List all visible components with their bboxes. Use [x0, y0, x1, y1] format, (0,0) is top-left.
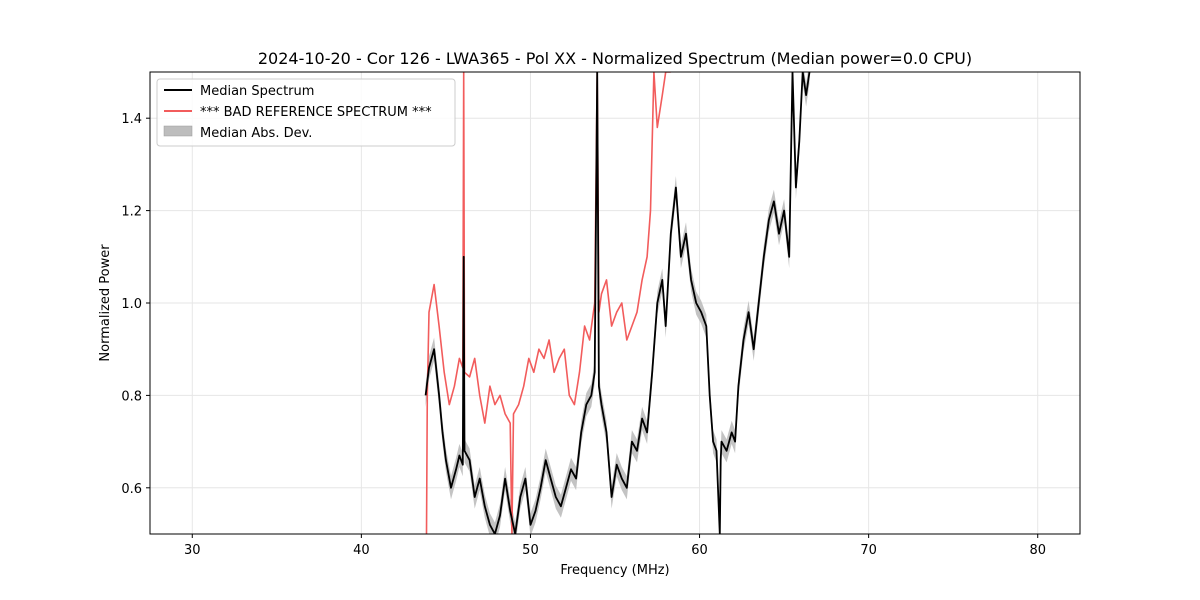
legend-label-bad-reference: *** BAD REFERENCE SPECTRUM ***	[200, 105, 432, 120]
x-axis-label: Frequency (MHz)	[560, 563, 669, 578]
legend-label-median-abs-dev: Median Abs. Dev.	[200, 126, 312, 141]
chart-title: 2024-10-20 - Cor 126 - LWA365 - Pol XX -…	[258, 49, 972, 68]
legend-swatch-median-abs-dev	[163, 125, 193, 137]
x-tick-label: 70	[860, 543, 877, 558]
y-tick-label: 1.4	[121, 112, 142, 127]
median-spectrum-line	[424, 72, 811, 534]
y-axis-label: Normalized Power	[98, 244, 113, 362]
plot-area	[424, 72, 811, 534]
legend: Median Spectrum *** BAD REFERENCE SPECTR…	[156, 78, 456, 147]
x-tick-label: 50	[522, 543, 539, 558]
legend-label-median-spectrum: Median Spectrum	[200, 84, 314, 99]
y-tick-label: 1.0	[121, 297, 142, 312]
grid	[150, 72, 1080, 534]
y-tick-label: 0.8	[121, 389, 142, 404]
x-tick-label: 30	[184, 543, 201, 558]
legend-box	[156, 78, 456, 147]
x-tick-label: 60	[691, 543, 708, 558]
x-axis-ticks: 30 40 50 60 70 80	[184, 534, 1046, 558]
y-tick-label: 0.6	[121, 482, 142, 497]
x-tick-label: 40	[353, 543, 370, 558]
y-axis-ticks: 0.6 0.8 1.0 1.2 1.4	[121, 112, 150, 497]
y-tick-label: 1.2	[121, 205, 142, 220]
x-tick-label: 80	[1029, 543, 1046, 558]
